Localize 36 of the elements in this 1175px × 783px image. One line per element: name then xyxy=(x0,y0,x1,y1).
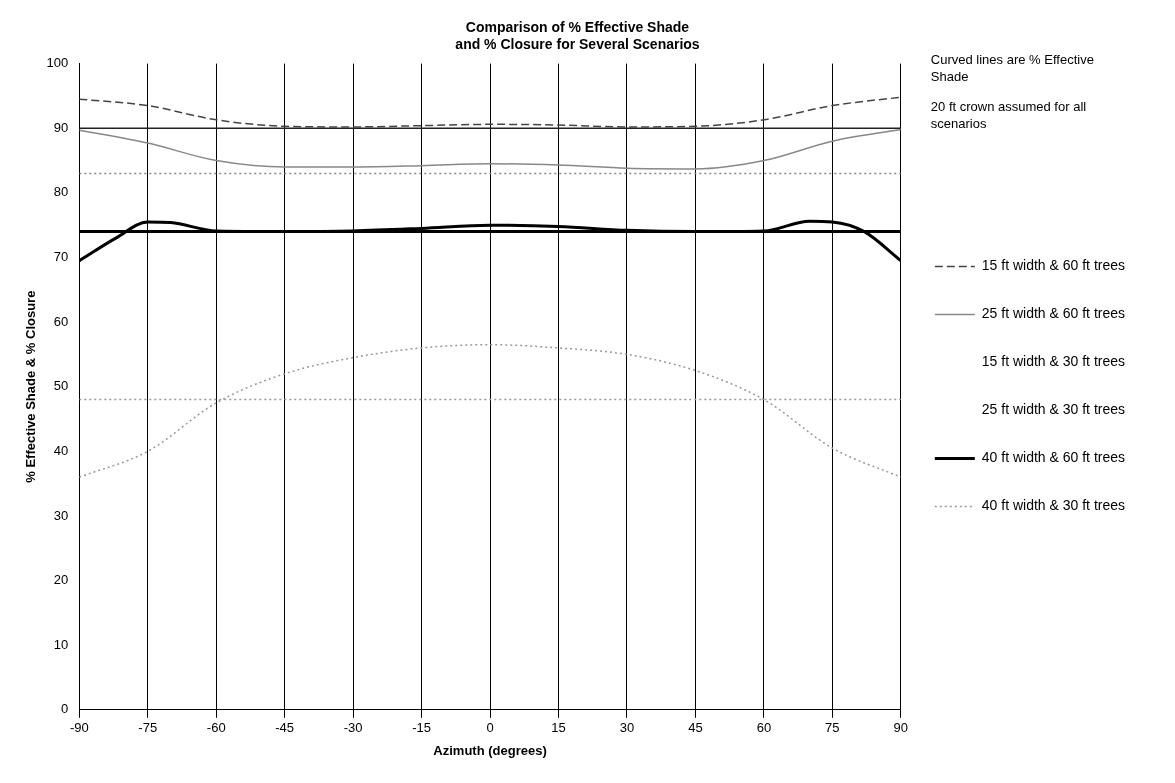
x-axis-title: Azimuth (degrees) xyxy=(433,742,547,758)
x-tick-label: 0 xyxy=(486,720,494,736)
text: Curved lines are % Effective Shade xyxy=(930,51,1094,84)
x-tick-label: 15 xyxy=(551,720,566,736)
y-tick-label: 90 xyxy=(53,119,69,135)
text: Comparison of % Effective Shade xyxy=(465,19,690,36)
text: 15 ft width & 30 ft trees xyxy=(981,353,1125,370)
y-tick-label: 20 xyxy=(53,572,69,588)
x-tick-label: 60 xyxy=(756,720,772,736)
x-tick-label: -45 xyxy=(275,720,295,736)
y-tick-label: 60 xyxy=(53,313,69,329)
y-tick-label: 50 xyxy=(53,378,69,394)
y-tick-label: 70 xyxy=(53,249,69,265)
legend-label: 15 ft width & 60 ft trees xyxy=(981,257,1125,274)
text: 25 ft width & 30 ft trees xyxy=(981,401,1125,418)
y-tick-label: 0 xyxy=(61,701,69,717)
x-tick-label: 30 xyxy=(619,720,635,736)
x-tick-label: -90 xyxy=(69,720,89,736)
x-tick-label: -60 xyxy=(206,720,226,736)
x-tick-label: -75 xyxy=(138,720,158,736)
x-tick-label: 90 xyxy=(893,720,909,736)
y-tick-label: 10 xyxy=(53,636,69,652)
y-tick-label: 40 xyxy=(53,442,69,458)
y-tick-label: 100 xyxy=(46,55,69,71)
y-tick-label: 80 xyxy=(53,184,69,200)
legend-label: 40 ft width & 60 ft trees xyxy=(981,449,1125,466)
text: and % Closure for Several Scenarios xyxy=(455,36,700,53)
y-tick-label: 30 xyxy=(53,507,69,523)
x-tick-label: 75 xyxy=(825,720,840,736)
x-tick-label: 45 xyxy=(688,720,703,736)
x-tick-label: -30 xyxy=(343,720,363,736)
legend-label: 25 ft width & 60 ft trees xyxy=(981,305,1125,322)
x-tick-label: -15 xyxy=(412,720,431,736)
legend-label: 40 ft width & 30 ft trees xyxy=(981,497,1125,514)
y-axis-title: % Effective Shade & % Closure xyxy=(23,290,39,483)
text: 20 ft crown assumed for all scenarios xyxy=(930,98,1087,131)
